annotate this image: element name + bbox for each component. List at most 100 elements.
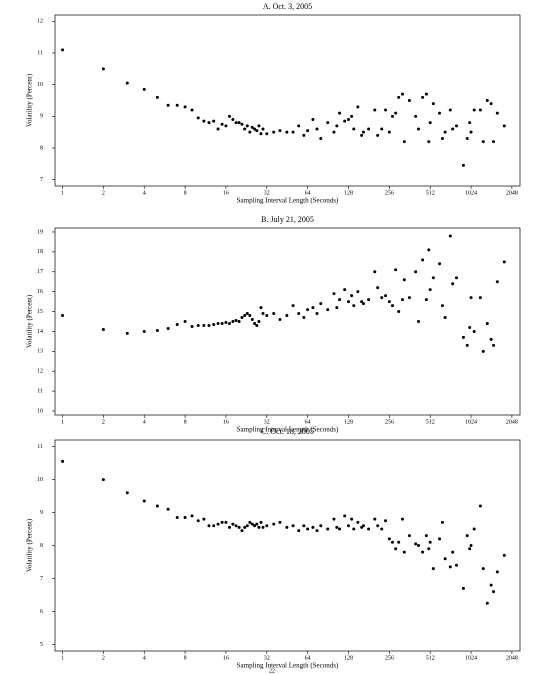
point <box>306 527 310 531</box>
point <box>175 103 179 107</box>
point <box>125 81 129 85</box>
point <box>302 524 306 528</box>
point <box>390 540 394 544</box>
point <box>414 114 418 118</box>
point <box>367 127 371 131</box>
point <box>338 527 342 531</box>
point <box>250 522 254 526</box>
point <box>245 124 249 128</box>
point <box>468 325 472 329</box>
x-tick-label: 32 <box>264 655 270 661</box>
x-axis-label: Sampling Interval Length (Seconds) <box>237 662 339 670</box>
point <box>207 323 211 327</box>
point <box>352 304 356 308</box>
point <box>361 130 365 134</box>
point <box>421 550 425 554</box>
point <box>243 127 247 131</box>
x-tick-label: 16 <box>223 419 229 425</box>
point <box>454 563 458 567</box>
y-tick-label: 7 <box>40 576 43 582</box>
point <box>61 314 65 318</box>
point <box>234 319 238 323</box>
point <box>224 124 228 128</box>
x-tick-label: 32 <box>264 419 270 425</box>
chart-title: B. July 21, 2005 <box>261 215 314 224</box>
point <box>472 108 476 112</box>
point <box>243 314 247 318</box>
point <box>183 105 187 109</box>
point <box>291 524 295 528</box>
point <box>443 130 447 134</box>
point <box>220 321 224 325</box>
point <box>454 276 458 280</box>
point <box>255 323 259 327</box>
point <box>297 124 301 128</box>
point <box>248 520 252 524</box>
chart-title: C. Oct. 18, 2005 <box>261 427 314 436</box>
y-tick-label: 17 <box>37 269 43 275</box>
point <box>142 87 146 91</box>
point <box>175 515 179 519</box>
x-tick-label: 8 <box>184 655 187 661</box>
point <box>253 127 257 131</box>
point <box>454 124 458 128</box>
plot-frame <box>54 439 521 652</box>
point <box>367 298 371 302</box>
point <box>489 337 493 341</box>
point <box>335 306 339 310</box>
point <box>440 304 444 308</box>
point <box>461 586 465 590</box>
point <box>438 262 442 266</box>
point <box>387 300 391 304</box>
point <box>228 114 232 118</box>
point <box>421 258 425 262</box>
point <box>261 127 265 131</box>
point <box>245 312 249 316</box>
point <box>451 550 455 554</box>
point <box>451 282 455 286</box>
point <box>373 517 377 521</box>
point <box>469 130 473 134</box>
point <box>400 517 404 521</box>
x-tick-label: 1 <box>61 190 64 196</box>
x-tick-label: 1 <box>61 655 64 661</box>
point <box>291 130 295 134</box>
point <box>315 529 319 533</box>
y-axis-label: Volatility (Percent) <box>26 73 34 127</box>
point <box>166 103 170 107</box>
point <box>240 316 244 320</box>
x-tick-label: 4 <box>143 190 146 196</box>
point <box>297 312 301 316</box>
x-tick-label: 2048 <box>506 190 518 196</box>
point <box>196 116 200 120</box>
point <box>212 322 216 326</box>
point <box>350 517 354 521</box>
point <box>202 517 206 521</box>
point <box>367 527 371 531</box>
point <box>228 321 232 325</box>
point <box>259 520 263 524</box>
point <box>278 129 282 133</box>
point <box>183 515 187 519</box>
y-tick-label: 11 <box>37 444 43 450</box>
point <box>352 127 356 131</box>
point <box>190 324 194 328</box>
x-tick-label: 256 <box>385 655 394 661</box>
point <box>272 522 276 526</box>
point <box>319 137 323 140</box>
point <box>250 318 254 322</box>
point <box>373 270 377 274</box>
point <box>492 590 496 594</box>
point <box>485 99 489 102</box>
point <box>240 529 244 533</box>
point <box>502 553 506 557</box>
point <box>224 320 228 324</box>
point <box>332 130 336 134</box>
point <box>352 527 356 531</box>
point <box>424 92 428 96</box>
y-tick-label: 10 <box>37 408 43 414</box>
point <box>356 105 360 109</box>
y-tick-label: 8 <box>40 145 43 151</box>
